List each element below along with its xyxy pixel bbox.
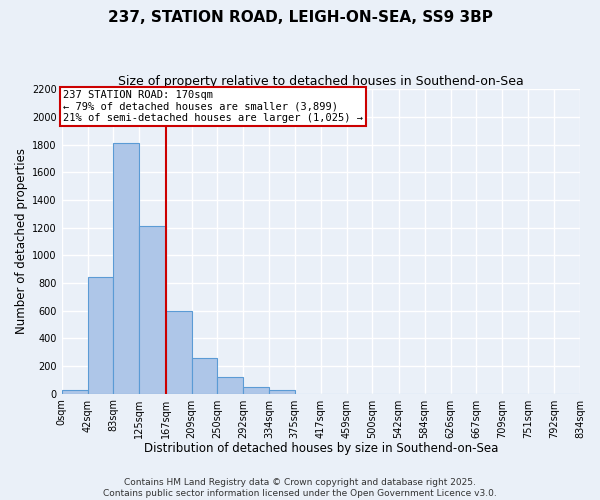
Bar [62, 390, 88, 394]
Bar [269, 390, 295, 394]
Text: Contains HM Land Registry data © Crown copyright and database right 2025.
Contai: Contains HM Land Registry data © Crown c… [103, 478, 497, 498]
Bar [166, 310, 191, 394]
Y-axis label: Number of detached properties: Number of detached properties [15, 148, 28, 334]
Text: 237 STATION ROAD: 170sqm
← 79% of detached houses are smaller (3,899)
21% of sem: 237 STATION ROAD: 170sqm ← 79% of detach… [63, 90, 363, 123]
X-axis label: Distribution of detached houses by size in Southend-on-Sea: Distribution of detached houses by size … [144, 442, 498, 455]
Text: 237, STATION ROAD, LEIGH-ON-SEA, SS9 3BP: 237, STATION ROAD, LEIGH-ON-SEA, SS9 3BP [107, 10, 493, 25]
Bar [88, 278, 113, 394]
Bar [217, 377, 243, 394]
Title: Size of property relative to detached houses in Southend-on-Sea: Size of property relative to detached ho… [118, 75, 524, 88]
Bar [139, 226, 166, 394]
Bar [113, 143, 139, 394]
Bar [243, 386, 269, 394]
Bar [191, 358, 217, 394]
